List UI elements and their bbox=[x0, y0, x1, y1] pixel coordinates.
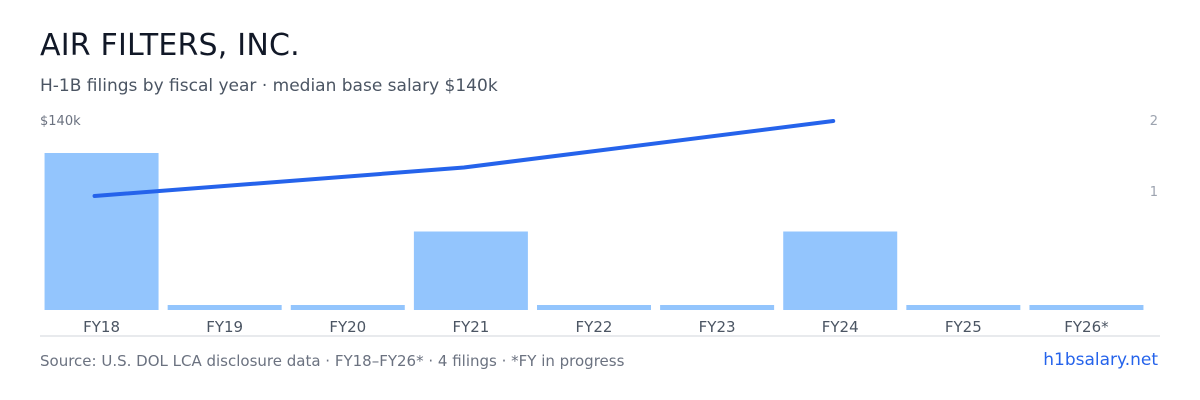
category-label-fy22: FY22 bbox=[576, 318, 613, 336]
category-label-fy25: FY25 bbox=[945, 318, 982, 336]
left-axis-label: $140k bbox=[40, 114, 81, 129]
bar-fy20 bbox=[290, 305, 405, 310]
right-tick-1: 1 bbox=[1150, 185, 1158, 200]
bars-layer bbox=[44, 153, 1144, 310]
bar-fy19 bbox=[167, 305, 282, 310]
category-label-fy21: FY21 bbox=[452, 318, 489, 336]
bar-fy26-partial bbox=[1029, 305, 1144, 310]
page-title: AIR FILTERS, INC. bbox=[40, 28, 300, 63]
category-label-fy26-partial: FY26* bbox=[1064, 318, 1109, 336]
footer-source: Source: U.S. DOL LCA disclosure data · F… bbox=[40, 352, 625, 370]
category-label-fy24: FY24 bbox=[822, 318, 859, 336]
bar-fy25 bbox=[906, 305, 1021, 310]
brand-link[interactable]: h1bsalary.net bbox=[1043, 350, 1158, 370]
category-label-fy20: FY20 bbox=[329, 318, 366, 336]
salary-trend-line bbox=[92, 119, 836, 198]
category-label-fy23: FY23 bbox=[699, 318, 736, 336]
bar-fy23 bbox=[660, 305, 775, 310]
bar-fy21 bbox=[413, 231, 528, 310]
right-tick-2: 2 bbox=[1150, 114, 1158, 129]
category-label-fy19: FY19 bbox=[206, 318, 243, 336]
bar-fy22 bbox=[537, 305, 651, 310]
page-subtitle: H-1B filings by fiscal year · median bas… bbox=[40, 76, 498, 96]
bar-fy18 bbox=[44, 153, 159, 310]
category-labels: FY18 FY19 FY20 FY21 FY22 FY23 FY24 FY25 FY26* bbox=[83, 318, 1109, 336]
category-label-fy18: FY18 bbox=[83, 318, 120, 336]
bar-fy24 bbox=[783, 231, 898, 310]
